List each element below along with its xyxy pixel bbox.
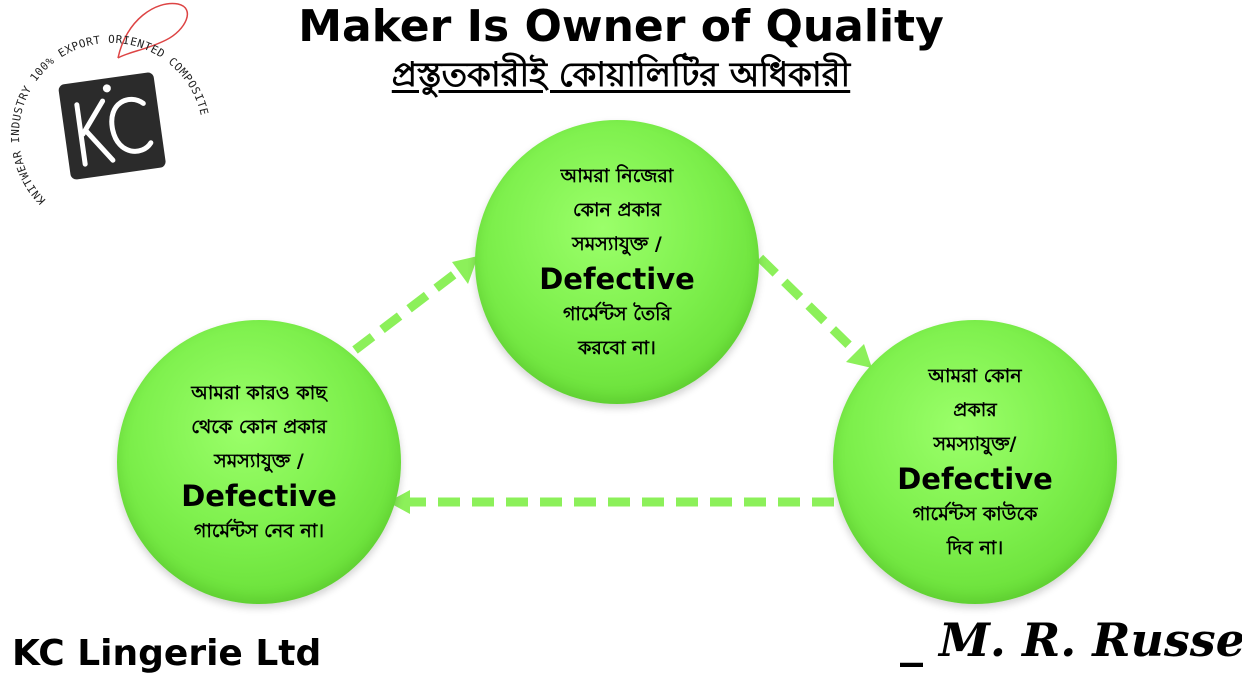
node-right-line-3: সমস্যাযুক্ত/ bbox=[933, 433, 1017, 455]
logo-tag bbox=[58, 72, 166, 180]
node-top-tail-2: করবো না। bbox=[578, 337, 656, 359]
node-left-keyword: Defective bbox=[181, 479, 337, 513]
cycle-node-left: আমরা কারও কাছ থেকে কোন প্রকার সমস্যাযুক্… bbox=[117, 320, 401, 604]
signature: _ M. R. Russell bbox=[900, 613, 1242, 667]
node-top-line-1: আমরা নিজেরা bbox=[560, 165, 674, 187]
cycle-node-right: আমরা কোন প্রকার সমস্যাযুক্ত/ Defective গ… bbox=[833, 320, 1117, 604]
node-right-line-2: প্রকার bbox=[953, 399, 997, 421]
page-subtitle: প্রস্তুতকারীই কোয়ালিটির অধিকারী bbox=[391, 55, 851, 95]
node-left-line-3: সমস্যাযুক্ত / bbox=[214, 450, 304, 472]
page-title: Maker Is Owner of Quality bbox=[298, 1, 944, 52]
tag-string bbox=[117, 2, 189, 59]
company-name: KC Lingerie Ltd bbox=[12, 633, 322, 674]
arrowhead-left-to-top bbox=[452, 256, 478, 284]
node-top-keyword: Defective bbox=[539, 262, 695, 296]
arrowhead-top-to-right bbox=[846, 344, 872, 368]
node-top-tail-1: গার্মেন্টস তৈরি bbox=[562, 303, 672, 325]
node-top-line-3: সমস্যাযুক্ত / bbox=[572, 233, 662, 255]
arrowhead-right-to-left bbox=[388, 490, 410, 514]
node-right-keyword: Defective bbox=[897, 462, 1053, 496]
company-logo: KNITWEAR INDUSTRY 100% EXPORT ORIENTED C… bbox=[9, 2, 210, 207]
node-top-line-2: কোন প্রকার bbox=[573, 199, 661, 221]
arrow-top-to-right bbox=[756, 254, 862, 358]
node-left-line-2: থেকে কোন প্রকার bbox=[191, 416, 327, 438]
node-right-tail-2: দিব না। bbox=[946, 537, 1004, 559]
node-right-tail-1: গার্মেন্টস কাউকে bbox=[912, 503, 1038, 525]
arrow-left-to-top bbox=[352, 266, 463, 354]
kc-monogram bbox=[74, 96, 154, 167]
cycle-node-top: আমরা নিজেরা কোন প্রকার সমস্যাযুক্ত / Def… bbox=[475, 120, 759, 404]
node-left-tail-1: গার্মেন্টস নেব না। bbox=[193, 520, 325, 542]
node-right-line-1: আমরা কোন bbox=[928, 365, 1022, 387]
node-left-line-1: আমরা কারও কাছ bbox=[191, 382, 327, 404]
